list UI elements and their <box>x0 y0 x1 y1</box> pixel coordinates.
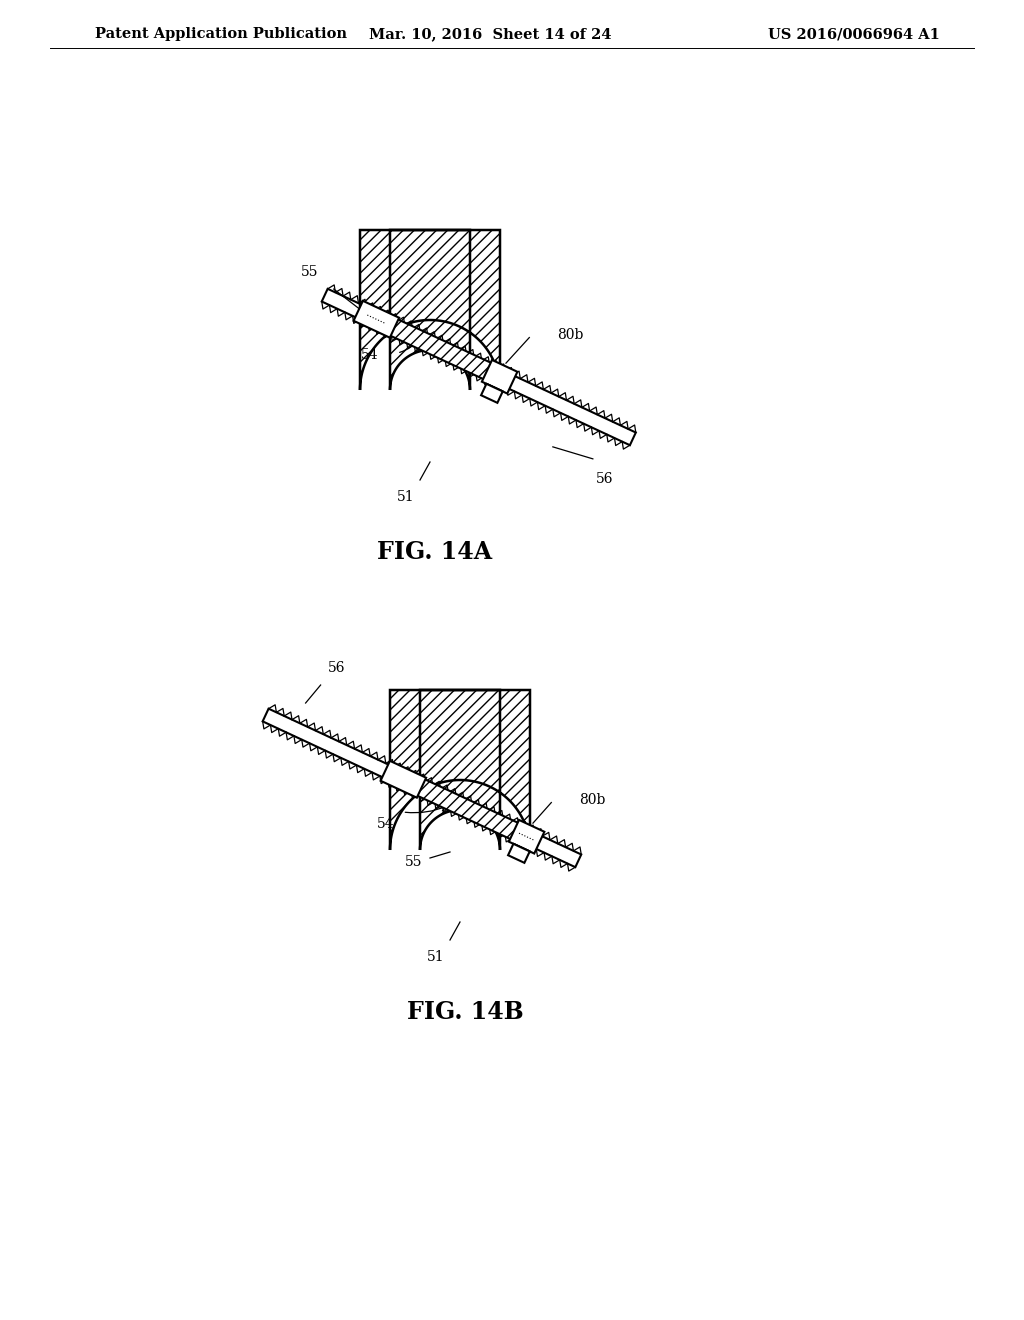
Text: 54: 54 <box>377 817 394 832</box>
Polygon shape <box>393 768 537 847</box>
Polygon shape <box>381 760 426 797</box>
Text: 54: 54 <box>361 348 379 362</box>
Text: 55: 55 <box>406 855 423 869</box>
Text: 56: 56 <box>596 471 613 486</box>
Polygon shape <box>390 690 530 850</box>
Polygon shape <box>367 308 510 388</box>
Polygon shape <box>508 843 529 863</box>
Polygon shape <box>322 289 636 445</box>
Polygon shape <box>262 709 582 867</box>
Polygon shape <box>484 384 502 399</box>
Polygon shape <box>482 360 517 393</box>
Polygon shape <box>481 384 503 403</box>
Text: 55: 55 <box>301 265 318 280</box>
Polygon shape <box>360 230 500 389</box>
Polygon shape <box>509 820 545 854</box>
Polygon shape <box>511 845 528 858</box>
Text: US 2016/0066964 A1: US 2016/0066964 A1 <box>768 26 940 41</box>
Text: 51: 51 <box>397 490 415 504</box>
Text: FIG. 14B: FIG. 14B <box>407 1001 523 1024</box>
Text: Mar. 10, 2016  Sheet 14 of 24: Mar. 10, 2016 Sheet 14 of 24 <box>369 26 611 41</box>
Text: 80b: 80b <box>557 327 584 342</box>
Text: 56: 56 <box>328 661 345 675</box>
Text: 80b: 80b <box>580 792 605 807</box>
Text: FIG. 14A: FIG. 14A <box>378 540 493 564</box>
Text: Patent Application Publication: Patent Application Publication <box>95 26 347 41</box>
Text: 51: 51 <box>427 950 445 964</box>
Polygon shape <box>353 301 399 338</box>
